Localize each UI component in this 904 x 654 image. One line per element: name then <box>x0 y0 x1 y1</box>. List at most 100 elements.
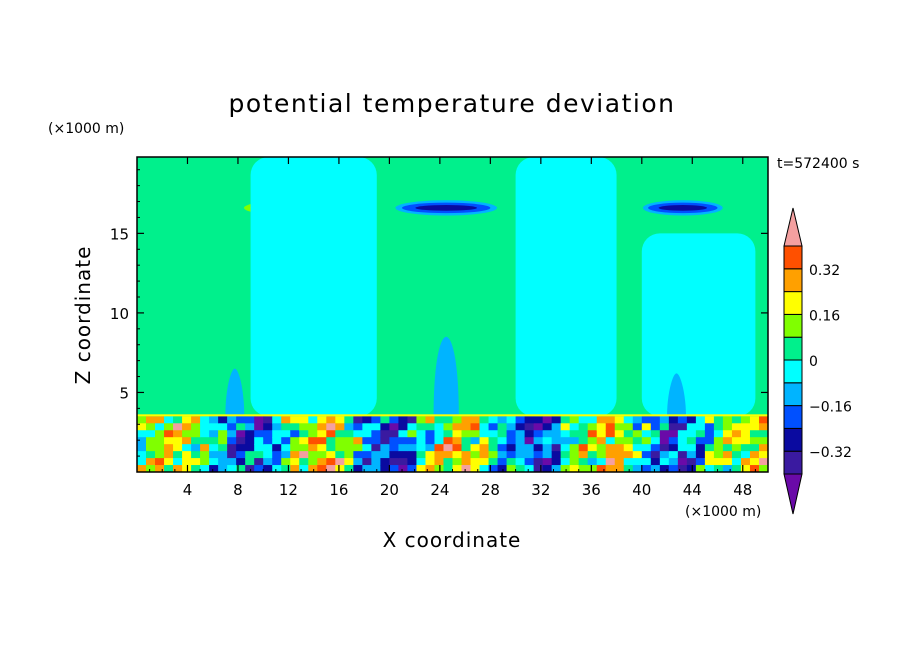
bl-cell <box>758 451 768 459</box>
bl-cell <box>461 430 472 438</box>
bl-cell <box>380 458 390 466</box>
bl-cell <box>722 416 733 424</box>
bl-cell <box>146 416 156 424</box>
bl-cell <box>443 465 454 472</box>
bl-cell <box>299 416 309 424</box>
bl-cell <box>407 430 418 438</box>
bl-cell <box>371 451 381 459</box>
bl-cell <box>434 458 445 466</box>
bl-cell <box>371 437 381 445</box>
plume <box>667 373 686 417</box>
bl-cell <box>200 444 210 452</box>
bl-cell <box>308 416 318 424</box>
bl-cell <box>686 430 697 438</box>
bl-cell <box>281 465 291 472</box>
bl-cell <box>659 430 670 438</box>
bl-cell <box>542 465 553 472</box>
bl-cell <box>713 451 724 459</box>
bl-cell <box>623 423 634 431</box>
bl-cell <box>695 451 706 459</box>
colorbar-tick-label: −0.16 <box>809 400 852 416</box>
bl-cell <box>353 451 363 459</box>
bl-cell <box>290 465 300 472</box>
bl-cell <box>596 423 607 431</box>
bl-cell <box>137 458 147 466</box>
bl-cell <box>353 465 363 472</box>
bl-cell <box>704 444 715 452</box>
plume <box>433 336 459 417</box>
bl-cell <box>488 465 499 472</box>
bl-cell <box>335 465 345 472</box>
bl-cell <box>587 465 598 472</box>
bl-cell <box>443 430 454 438</box>
bl-cell <box>290 423 300 431</box>
bl-cell <box>281 423 291 431</box>
bl-cell <box>236 465 246 472</box>
bl-cell <box>731 416 742 424</box>
time-label: t=572400 s <box>777 156 859 172</box>
bl-cell <box>164 465 174 472</box>
bl-cell <box>578 465 589 472</box>
bl-cell <box>758 437 768 445</box>
bl-cell <box>569 437 580 445</box>
bl-cell <box>461 444 472 452</box>
plume <box>225 368 245 417</box>
bl-cell <box>551 423 562 431</box>
bl-cell <box>623 451 634 459</box>
bl-cell <box>569 451 580 459</box>
bl-cell <box>227 451 237 459</box>
bl-cell <box>470 451 481 459</box>
bl-cell <box>254 437 264 445</box>
bl-cell <box>740 416 751 424</box>
colorbar-tick-label: 0.16 <box>809 308 840 324</box>
bl-cell <box>704 465 715 472</box>
bl-cell <box>245 430 255 438</box>
bl-cell <box>659 458 670 466</box>
bl-cell <box>398 430 409 438</box>
bl-cell <box>425 430 436 438</box>
bl-cell <box>497 451 508 459</box>
bl-cell <box>668 451 679 459</box>
bl-cell <box>263 423 273 431</box>
bl-cell <box>182 465 192 472</box>
bl-cell <box>713 458 724 466</box>
bl-cell <box>758 444 768 452</box>
bl-cell <box>560 437 571 445</box>
bl-cell <box>326 444 336 452</box>
bl-cell <box>146 423 156 431</box>
bl-cell <box>515 458 526 466</box>
bl-cell <box>380 465 390 472</box>
bl-cell <box>281 451 291 459</box>
bl-cell <box>533 465 544 472</box>
bl-cell <box>632 465 643 472</box>
bl-cell <box>263 444 273 452</box>
bl-cell <box>695 458 706 466</box>
bl-cell <box>416 416 427 424</box>
x-tick-label: 20 <box>380 481 399 499</box>
bl-cell <box>227 465 237 472</box>
bl-cell <box>344 416 354 424</box>
bl-cell <box>299 458 309 466</box>
bl-cell <box>137 444 147 452</box>
bl-cell <box>758 423 768 431</box>
bl-cell <box>218 423 228 431</box>
bl-cell <box>443 444 454 452</box>
bl-cell <box>731 437 742 445</box>
bl-cell <box>290 416 300 424</box>
bl-cell <box>569 423 580 431</box>
bl-cell <box>434 423 445 431</box>
bl-cell <box>650 437 661 445</box>
bl-cell <box>515 444 526 452</box>
bl-cell <box>506 423 517 431</box>
bl-cell <box>191 451 201 459</box>
bl-cell <box>551 416 562 424</box>
bl-cell <box>236 423 246 431</box>
bl-cell <box>695 437 706 445</box>
bl-cell <box>632 423 643 431</box>
bl-cell <box>137 423 147 431</box>
bl-cell <box>290 437 300 445</box>
bl-cell <box>623 458 634 466</box>
bl-top-edge <box>137 414 768 417</box>
bl-cell <box>398 444 409 452</box>
bl-cell <box>479 458 490 466</box>
